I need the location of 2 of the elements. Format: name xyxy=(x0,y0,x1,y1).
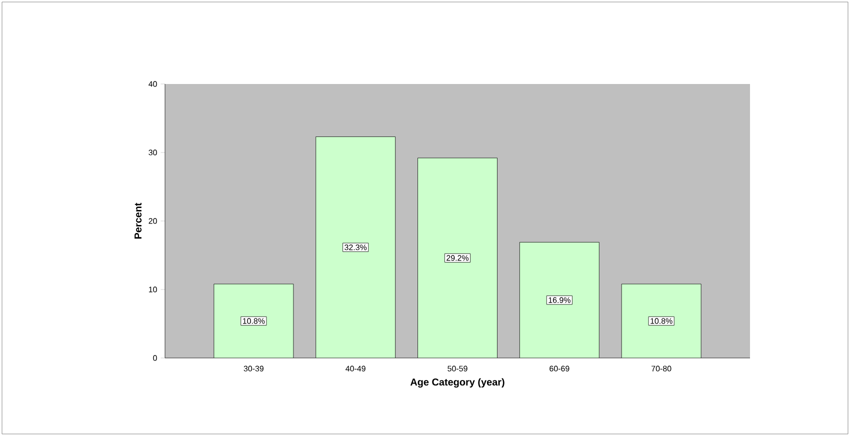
y-axis-title: Percent xyxy=(134,202,142,239)
x-axis-title: Age Category (year) xyxy=(410,378,504,388)
